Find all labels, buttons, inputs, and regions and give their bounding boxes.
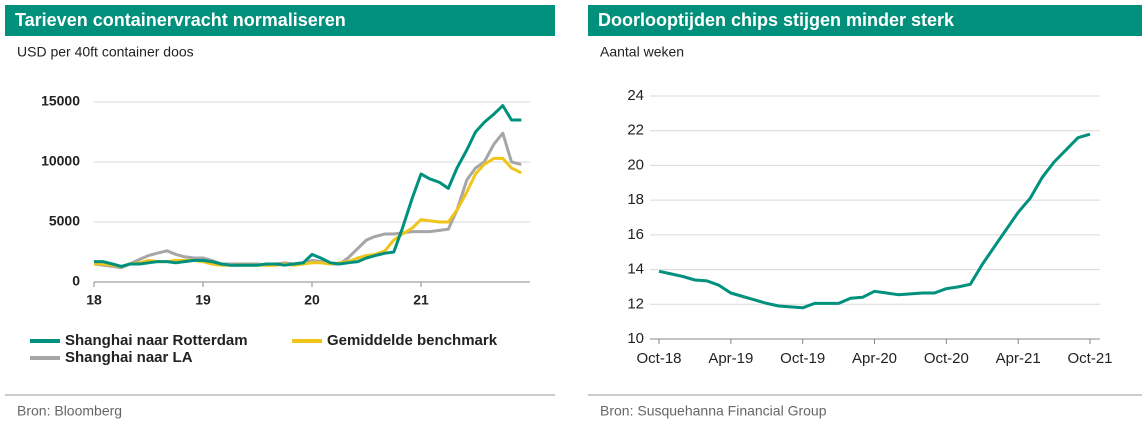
source: Bron: Susquehanna Financial Group <box>600 403 827 419</box>
data-line <box>658 132 1091 310</box>
subtitle: Aantal weken <box>600 44 684 60</box>
y-tick-label: 14 <box>627 261 644 278</box>
data-line <box>93 131 522 270</box>
x-tick-label: Oct-20 <box>924 350 969 367</box>
x-tick-label: Oct-18 <box>636 350 681 367</box>
y-tick-label: 0 <box>72 273 80 289</box>
chart-title: Tarieven containervracht normaliseren <box>15 10 346 30</box>
subtitle: USD per 40ft container doos <box>17 44 194 60</box>
y-tick-label: 12 <box>627 295 644 312</box>
y-tick-label: 22 <box>627 122 644 139</box>
x-tick-label: Oct-21 <box>1067 350 1112 367</box>
y-tick-label: 10 <box>627 330 644 347</box>
legend-label: Shanghai naar LA <box>65 349 193 366</box>
x-tick-label: 18 <box>86 292 102 308</box>
x-tick-label: 21 <box>413 292 429 308</box>
source: Bron: Bloomberg <box>17 403 122 419</box>
y-tick-label: 15000 <box>41 93 80 109</box>
x-tick-label: Apr-21 <box>996 350 1041 367</box>
title-bar <box>588 5 1142 36</box>
x-tick-label: Apr-20 <box>852 350 897 367</box>
y-tick-label: 24 <box>627 87 644 104</box>
legend-label: Shanghai naar Rotterdam <box>65 332 248 349</box>
chart-title: Doorlooptijden chips stijgen minder ster… <box>598 10 955 30</box>
y-tick-label: 16 <box>627 226 644 243</box>
y-tick-label: 20 <box>627 156 644 173</box>
data-line <box>94 104 522 268</box>
x-tick-label: Apr-19 <box>708 350 753 367</box>
y-tick-label: 5000 <box>49 213 80 229</box>
title-bar <box>5 5 555 36</box>
y-tick-label: 10000 <box>41 153 80 169</box>
x-tick-label: 19 <box>195 292 211 308</box>
x-tick-label: Oct-19 <box>780 350 825 367</box>
legend-label: Gemiddelde benchmark <box>327 332 498 349</box>
y-tick-label: 18 <box>627 191 644 208</box>
x-tick-label: 20 <box>304 292 320 308</box>
